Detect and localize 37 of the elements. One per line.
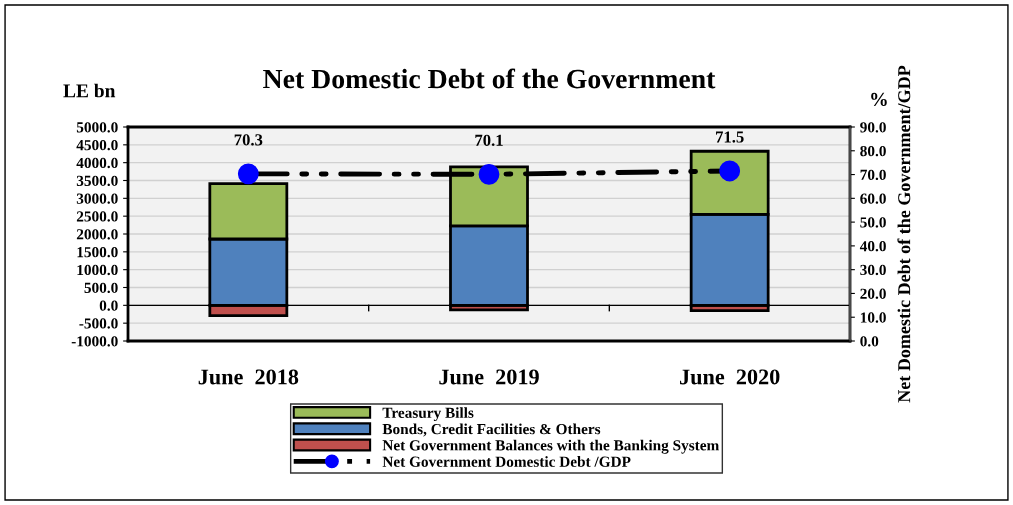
data-label: 71.5 <box>716 131 744 143</box>
x-tick-label: June 2019 <box>439 369 539 385</box>
y2-tick-label: 20.0 <box>860 288 886 299</box>
legend-label: Bonds, Credit Facilities & Others <box>382 423 601 437</box>
legend-label: Net Government Domestic Debt /GDP <box>382 456 631 467</box>
y-tick-label: 4500.0 <box>76 139 118 151</box>
y2-axis-title: Net Domestic Debt of the Government/GDP <box>897 65 911 403</box>
y2-tick-label: 0.0 <box>860 336 879 347</box>
y2-tick-label: 50.0 <box>860 217 886 228</box>
y2-tick-label: 90.0 <box>860 122 886 133</box>
data-label: 70.1 <box>475 134 503 147</box>
y2-tick-label: 10.0 <box>860 312 886 323</box>
y-tick-label: 1000.0 <box>77 264 118 276</box>
y2-tick-label: 60.0 <box>860 193 886 204</box>
chart-title: Net Domestic Debt of the Government <box>263 68 716 89</box>
y2-tick-label: 40.0 <box>859 241 886 252</box>
text: % <box>871 92 887 106</box>
x-tick-label: June 2018 <box>198 369 299 385</box>
y-axis-title: LE bn <box>63 83 116 98</box>
y-tick-label: 0.0 <box>99 300 118 311</box>
y-tick-label: -1000.0 <box>71 336 118 347</box>
y2-tick-label: 70.0 <box>860 169 886 181</box>
y-tick-label: -500.0 <box>79 318 118 329</box>
y-tick-label: 3000.0 <box>76 193 118 204</box>
y-tick-label: 2000.0 <box>76 229 118 240</box>
y-tick-label: 4000.0 <box>76 157 118 169</box>
y-tick-label: 1500.0 <box>77 246 118 258</box>
legend-label: Net Government Balances with the Banking System <box>382 439 720 454</box>
y-tick-label: 500.0 <box>84 282 118 294</box>
data-label: 70.3 <box>234 134 263 146</box>
y-tick-label: 3500.0 <box>76 175 118 187</box>
y2-tick-label: 80.0 <box>860 145 886 157</box>
y-tick-label: 2500.0 <box>76 211 118 222</box>
y2-tick-label: 30.0 <box>860 264 886 276</box>
legend-label: Treasury Bills <box>382 407 474 422</box>
x-tick-label: June 2020 <box>680 369 780 385</box>
y-tick-label: 5000.0 <box>76 122 118 133</box>
